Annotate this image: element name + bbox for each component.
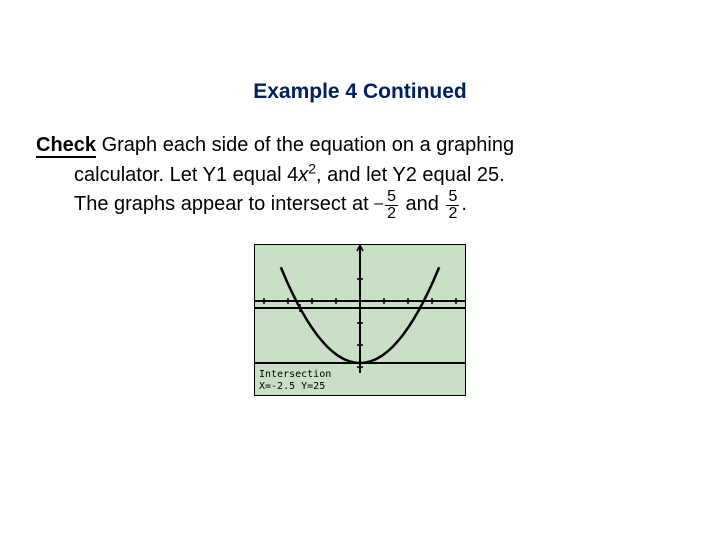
- var-x: x: [298, 164, 308, 186]
- body-text: Check Graph each side of the equation on…: [30, 132, 690, 222]
- text-line2a: calculator. Let Y1 equal 4: [74, 164, 298, 186]
- calculator-graph: IntersectionX=-2.5 Y=25: [255, 245, 465, 395]
- minus-sign: –: [374, 195, 383, 212]
- text-line3c: .: [461, 193, 467, 215]
- text-line3a: The graphs appear to intersect at: [74, 193, 374, 215]
- text-lead: Graph each side of the equation on a gra…: [96, 134, 514, 156]
- svg-text:Intersection: Intersection: [259, 369, 331, 380]
- sup-2: 2: [308, 160, 316, 176]
- text-line2b: , and let Y2 equal 25.: [316, 164, 505, 186]
- fraction-neg-5-2: 52: [385, 189, 398, 222]
- text-line3b: and: [400, 193, 444, 215]
- calculator-screenshot: IntersectionX=-2.5 Y=25: [254, 244, 466, 396]
- check-label: Check: [36, 134, 96, 158]
- fraction-5-2: 52: [446, 189, 459, 222]
- svg-text:X=-2.5 Y=25: X=-2.5 Y=25: [259, 381, 325, 392]
- page-title: Example 4 Continued: [30, 80, 690, 104]
